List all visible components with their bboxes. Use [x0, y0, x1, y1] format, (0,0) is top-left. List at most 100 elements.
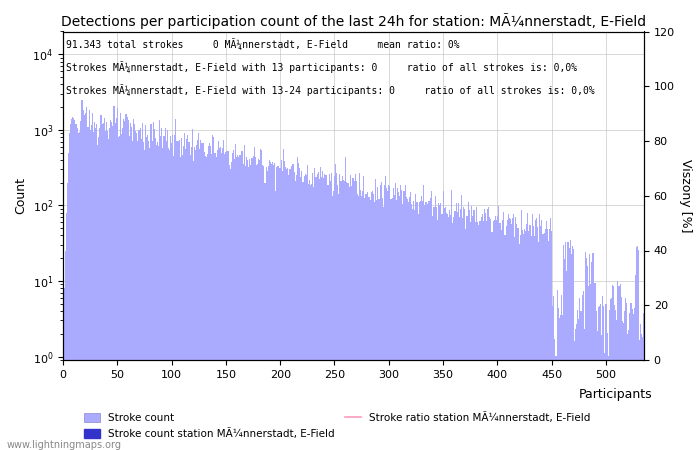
Bar: [369, 197, 370, 450]
Bar: [460, 209, 461, 450]
Y-axis label: Viszony [%]: Viszony [%]: [678, 159, 692, 233]
Bar: [426, 202, 427, 450]
Bar: [387, 190, 388, 450]
Bar: [324, 174, 326, 450]
Bar: [405, 198, 407, 450]
Bar: [616, 320, 617, 450]
Bar: [449, 210, 450, 450]
Bar: [162, 148, 164, 450]
Text: 91.343 total strokes     0 MÃ¼nnerstadt, E-Field     mean ratio: 0%: 91.343 total strokes 0 MÃ¼nnerstadt, E-F…: [66, 38, 459, 50]
Bar: [68, 153, 69, 450]
Bar: [448, 216, 449, 450]
Bar: [269, 160, 270, 450]
Bar: [183, 146, 184, 450]
Bar: [619, 286, 620, 450]
Bar: [548, 241, 549, 450]
Bar: [80, 121, 81, 450]
Bar: [396, 200, 397, 450]
Bar: [625, 298, 626, 450]
Bar: [285, 167, 286, 450]
Bar: [421, 196, 422, 450]
Bar: [110, 120, 111, 450]
Bar: [137, 141, 139, 450]
Bar: [348, 184, 349, 450]
Bar: [64, 251, 66, 450]
Bar: [363, 176, 365, 450]
Bar: [125, 114, 127, 450]
Bar: [373, 194, 374, 450]
Bar: [212, 135, 214, 450]
Bar: [297, 157, 298, 450]
Bar: [122, 127, 123, 450]
Bar: [104, 118, 105, 450]
Bar: [340, 181, 342, 450]
Bar: [523, 234, 524, 450]
Bar: [241, 151, 243, 450]
Bar: [526, 225, 527, 450]
Bar: [97, 145, 98, 450]
Bar: [337, 185, 338, 450]
Bar: [81, 100, 82, 450]
Bar: [398, 192, 399, 450]
Bar: [287, 168, 288, 450]
Bar: [94, 122, 95, 450]
Bar: [580, 311, 582, 450]
Bar: [272, 162, 273, 450]
Bar: [487, 209, 488, 450]
Bar: [194, 148, 195, 450]
Bar: [219, 148, 220, 450]
Bar: [345, 158, 346, 450]
Bar: [294, 171, 295, 450]
Bar: [476, 207, 477, 450]
Bar: [148, 141, 149, 450]
Bar: [419, 202, 420, 450]
Bar: [247, 160, 248, 450]
Bar: [150, 124, 151, 450]
Bar: [257, 164, 258, 450]
Bar: [637, 247, 638, 450]
Bar: [508, 214, 509, 450]
Bar: [556, 356, 557, 450]
Bar: [259, 160, 260, 450]
Bar: [99, 128, 101, 450]
Bar: [234, 159, 235, 450]
Bar: [115, 122, 116, 450]
Bar: [528, 231, 529, 450]
Bar: [323, 178, 324, 450]
Bar: [106, 122, 107, 450]
Bar: [351, 186, 352, 450]
Bar: [573, 249, 574, 450]
Bar: [547, 230, 548, 450]
Bar: [611, 298, 612, 450]
Bar: [513, 214, 514, 450]
Bar: [93, 132, 94, 450]
Bar: [391, 198, 393, 450]
Bar: [491, 232, 493, 450]
Bar: [153, 122, 154, 450]
Bar: [482, 214, 483, 450]
Bar: [78, 132, 80, 450]
Bar: [330, 173, 332, 450]
Bar: [281, 160, 282, 450]
Bar: [342, 180, 344, 450]
Bar: [178, 140, 180, 450]
Bar: [218, 140, 219, 450]
Bar: [359, 174, 360, 450]
Bar: [69, 133, 70, 450]
Bar: [66, 183, 68, 450]
Bar: [157, 142, 158, 450]
Bar: [485, 213, 486, 450]
Bar: [111, 122, 113, 450]
Bar: [643, 313, 645, 450]
Bar: [158, 146, 159, 450]
Bar: [603, 306, 604, 450]
Bar: [483, 221, 484, 450]
Bar: [229, 165, 230, 450]
Bar: [428, 201, 430, 450]
Bar: [143, 142, 144, 450]
Bar: [400, 185, 401, 450]
Bar: [424, 205, 425, 450]
Bar: [474, 210, 475, 450]
Bar: [311, 184, 312, 450]
Bar: [545, 229, 546, 450]
